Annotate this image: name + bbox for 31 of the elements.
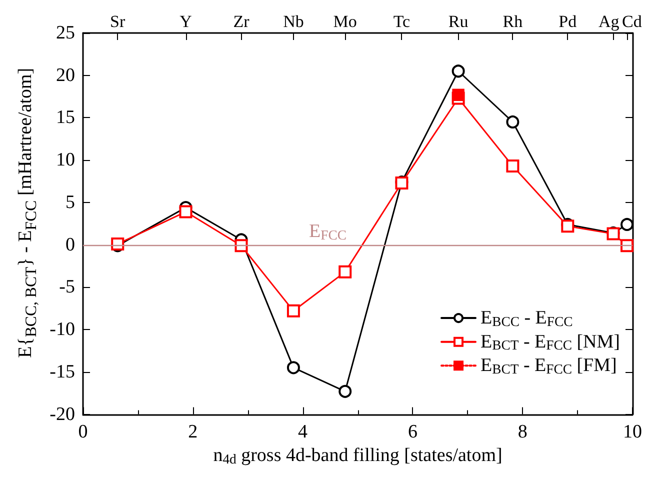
y-tick-label: -10 bbox=[50, 319, 75, 340]
x-tick-label: 10 bbox=[623, 421, 642, 442]
x-tick-label: 4 bbox=[298, 421, 308, 442]
annotation: Ag bbox=[598, 12, 620, 31]
y-tick-label: 0 bbox=[66, 234, 75, 256]
x-tick-label: 6 bbox=[408, 421, 418, 442]
y-tick-label: 10 bbox=[56, 150, 75, 171]
legend-label: EBCT - EFCC [NM] bbox=[480, 331, 620, 353]
annotation: Ru bbox=[448, 12, 469, 31]
legend-label: EBCT - EFCC [FM] bbox=[480, 355, 617, 376]
annotation: Rh bbox=[502, 12, 524, 31]
x-axis-title: n4d gross 4d-band filling [states/atom] bbox=[213, 445, 502, 466]
ref-line-label: EFCC bbox=[309, 220, 346, 242]
annotation: Nb bbox=[283, 12, 304, 31]
y-tick-label: 25 bbox=[56, 22, 75, 44]
legend-label: EBCC - EFCC bbox=[480, 308, 573, 329]
y-tick-label: 20 bbox=[56, 64, 75, 86]
annotation: Y bbox=[180, 12, 192, 31]
annotation: Sr bbox=[110, 12, 126, 31]
y-tick-label: 15 bbox=[56, 107, 75, 128]
annotation: Mo bbox=[333, 12, 357, 31]
y-tick-label: -20 bbox=[50, 404, 75, 425]
annotation: Zr bbox=[233, 12, 250, 31]
y-tick-label: 5 bbox=[66, 192, 75, 213]
annotation: Pd bbox=[558, 12, 578, 31]
annotation: Tc bbox=[393, 12, 411, 31]
y-tick-label: -15 bbox=[50, 361, 75, 382]
x-tick-label: 8 bbox=[518, 421, 528, 442]
x-tick-label: 2 bbox=[188, 421, 198, 442]
y-tick-label: -5 bbox=[59, 276, 75, 298]
annotation: Cd bbox=[622, 12, 642, 31]
